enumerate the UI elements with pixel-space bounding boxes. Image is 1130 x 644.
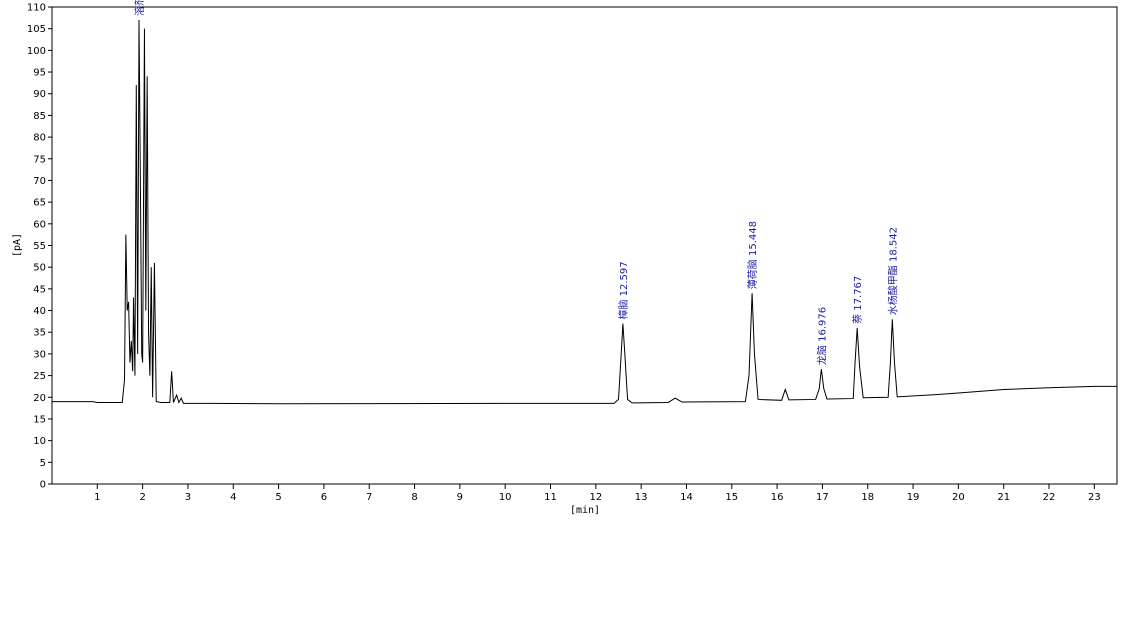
peak-label: 水杨酸甲酯 18.542 <box>886 227 899 315</box>
y-tick-label: 110 <box>27 3 46 14</box>
x-tick-label: 1 <box>94 492 100 503</box>
x-tick-label: 15 <box>725 492 738 503</box>
x-tick-label: 23 <box>1088 492 1101 503</box>
x-tick-label: 8 <box>411 492 417 503</box>
y-tick-label: 5 <box>40 458 46 469</box>
x-tick-label: 7 <box>366 492 372 503</box>
y-tick-label: 15 <box>33 414 46 425</box>
y-tick-label: 65 <box>33 198 46 209</box>
peak-label: 溶剂 1.923 <box>133 0 146 16</box>
x-tick-label: 14 <box>680 492 693 503</box>
y-tick-label: 80 <box>33 133 46 144</box>
y-tick-label: 70 <box>33 176 46 187</box>
y-tick-label: 105 <box>27 24 46 35</box>
y-tick-label: 10 <box>33 436 46 447</box>
x-axis-label: [min] <box>570 505 600 516</box>
y-tick-label: 45 <box>33 284 46 295</box>
trace <box>52 20 1117 405</box>
y-tick-label: 50 <box>33 263 46 274</box>
y-tick-label: 100 <box>27 46 46 57</box>
x-tick-label: 16 <box>771 492 784 503</box>
x-tick-label: 17 <box>816 492 829 503</box>
y-tick-label: 25 <box>33 371 46 382</box>
x-tick-label: 21 <box>997 492 1010 503</box>
x-tick-label: 20 <box>952 492 965 503</box>
y-tick-label: 0 <box>40 480 46 491</box>
y-tick-label: 35 <box>33 328 46 339</box>
plot-frame <box>51 6 1118 485</box>
peak-label: 龙脑 16.976 <box>815 307 828 365</box>
y-tick-label: 30 <box>33 349 46 360</box>
x-tick-label: 10 <box>499 492 512 503</box>
peak-label: 樟脑 12.597 <box>617 261 630 319</box>
y-tick-label: 90 <box>33 89 46 100</box>
x-tick-label: 3 <box>185 492 191 503</box>
y-tick-label: 60 <box>33 219 46 230</box>
y-axis-label: [pA] <box>12 233 23 257</box>
x-tick-label: 2 <box>139 492 145 503</box>
y-tick-label: 55 <box>33 241 46 252</box>
y-tick-label: 85 <box>33 111 46 122</box>
peak-label: 萘 17.767 <box>852 276 864 324</box>
peak-label: 薄荷脑 15.448 <box>746 221 759 289</box>
x-tick-label: 22 <box>1043 492 1056 503</box>
x-tick-label: 18 <box>861 492 874 503</box>
y-tick-label: 20 <box>33 393 46 404</box>
x-tick-label: 9 <box>457 492 463 503</box>
y-tick-label: 95 <box>33 68 46 79</box>
y-tick-label: 40 <box>33 306 46 317</box>
x-tick-label: 4 <box>230 492 236 503</box>
y-tick-label: 75 <box>33 154 46 165</box>
x-tick-label: 6 <box>321 492 327 503</box>
x-tick-label: 19 <box>907 492 920 503</box>
x-tick-label: 5 <box>275 492 281 503</box>
x-tick-label: 11 <box>544 492 557 503</box>
x-tick-label: 12 <box>589 492 602 503</box>
x-tick-label: 13 <box>635 492 648 503</box>
